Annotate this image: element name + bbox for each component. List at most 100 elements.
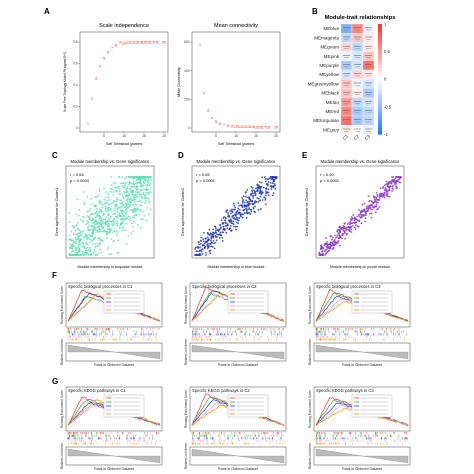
panel-d-frame <box>191 165 281 259</box>
panel-c-point <box>120 202 123 205</box>
legend-swatch <box>378 127 382 132</box>
panel-c-point <box>75 242 77 245</box>
panel-d-point <box>233 204 236 207</box>
panel-e-point <box>364 213 367 216</box>
panel-e-point <box>371 208 374 211</box>
legend-swatch <box>378 119 382 124</box>
panel-d-point <box>202 240 205 243</box>
panel-c-point <box>105 223 107 226</box>
panel-e-point <box>381 195 384 198</box>
panel-d-point <box>274 178 277 180</box>
panel-e-point <box>349 220 352 223</box>
heatmap-cell <box>351 23 364 34</box>
panel-d-point <box>236 225 239 228</box>
panel-d-point <box>257 200 260 203</box>
panel-c-point <box>95 207 98 210</box>
panel-d-stat-r: r = 0.85 <box>196 172 210 177</box>
panel-c-point <box>132 225 134 228</box>
panel-e-point <box>343 230 346 233</box>
panel-c-point <box>104 230 106 233</box>
panel-e-point <box>382 186 384 188</box>
panel-e-point <box>323 250 326 253</box>
panel-c-point <box>134 203 137 206</box>
panel-c-point <box>143 182 146 185</box>
panel-c-point <box>72 240 75 243</box>
heatmap-cell <box>351 51 364 61</box>
panel-e-point <box>325 252 328 255</box>
a-left-point: 4 <box>99 63 102 68</box>
panel-c-point <box>106 228 109 231</box>
panel-d-point <box>234 213 236 216</box>
panel-e-point <box>386 193 389 195</box>
panel-c-point <box>68 234 71 237</box>
panel-c-point <box>133 177 135 180</box>
panel-e-point <box>356 225 359 227</box>
panel-d-point <box>210 235 213 238</box>
panel-c-point <box>132 204 135 206</box>
panel-c-point <box>139 190 141 192</box>
panel-c-point <box>117 176 120 178</box>
heatmap-cell <box>340 23 353 34</box>
panel-e-point <box>348 222 350 224</box>
panel-c-point <box>109 217 112 219</box>
panel-c-point <box>128 176 131 178</box>
panel-c-point <box>98 208 101 210</box>
panel-c-point <box>68 252 71 255</box>
panel-c-point <box>145 184 147 187</box>
panel-c-point <box>139 199 141 202</box>
legend-swatch <box>378 64 382 69</box>
panel-d-point <box>269 176 272 178</box>
panel-d-point <box>228 227 231 230</box>
panel-d-point <box>245 204 248 207</box>
panel-c-point <box>101 222 104 225</box>
panel-g-curve-frame <box>313 386 411 432</box>
panel-e-point <box>343 226 346 228</box>
panel-e-point <box>329 247 332 250</box>
panel-c-point <box>112 194 115 197</box>
panel-g-ylabel-bottom: Ranked List Metric <box>60 442 64 469</box>
panel-c-point <box>125 202 128 205</box>
panel-d-point <box>235 228 237 231</box>
panel-e-point <box>374 211 377 214</box>
heatmap-cell <box>340 88 353 98</box>
panel-c-point <box>148 212 150 215</box>
panel-c-point <box>121 182 124 185</box>
panel-c-point <box>115 196 118 199</box>
panel-c-point <box>129 182 132 184</box>
panel-c-point <box>133 214 136 217</box>
a-right-point: 2 <box>203 91 206 96</box>
panel-e-point <box>326 245 329 248</box>
panel-a-right-title: Mean connectivity <box>214 23 258 29</box>
panel-c-point <box>113 200 116 203</box>
panel-c-point <box>118 193 121 196</box>
panel-e-scatter: Module membership vs. Gene significance … <box>305 159 405 269</box>
panel-d-point <box>220 219 223 221</box>
panel-e-frame <box>315 165 405 259</box>
panel-e-point <box>376 193 379 196</box>
panel-e-point <box>373 200 376 203</box>
panel-d-point <box>224 228 226 230</box>
a-right-point: 18 <box>266 125 271 130</box>
panel-c-point <box>141 177 144 180</box>
panel-letter-a: A <box>44 7 50 16</box>
panel-c-point <box>87 249 90 252</box>
panel-c-point <box>103 213 106 215</box>
panel-c-point <box>145 219 148 222</box>
panel-c-point <box>138 193 141 196</box>
legend-swatch <box>378 82 382 87</box>
panel-e-point <box>383 196 386 199</box>
panel-d-point <box>271 194 274 197</box>
panel-d-point <box>195 250 198 253</box>
panel-letter-b: B <box>312 7 318 16</box>
heatmap-cell <box>351 60 364 71</box>
panel-c-point <box>128 215 131 218</box>
panel-c-point <box>71 225 74 227</box>
a-left-point: 13 <box>134 39 139 44</box>
panel-d-point <box>262 186 265 189</box>
panel-d-point <box>219 231 222 234</box>
panel-d-point <box>213 247 216 250</box>
panel-b-heatmap: Module-trait relationships MEblue MEmagen… <box>308 15 396 141</box>
panel-c-point <box>98 244 101 247</box>
panel-d-point <box>231 208 233 211</box>
panel-c-point <box>91 217 94 220</box>
